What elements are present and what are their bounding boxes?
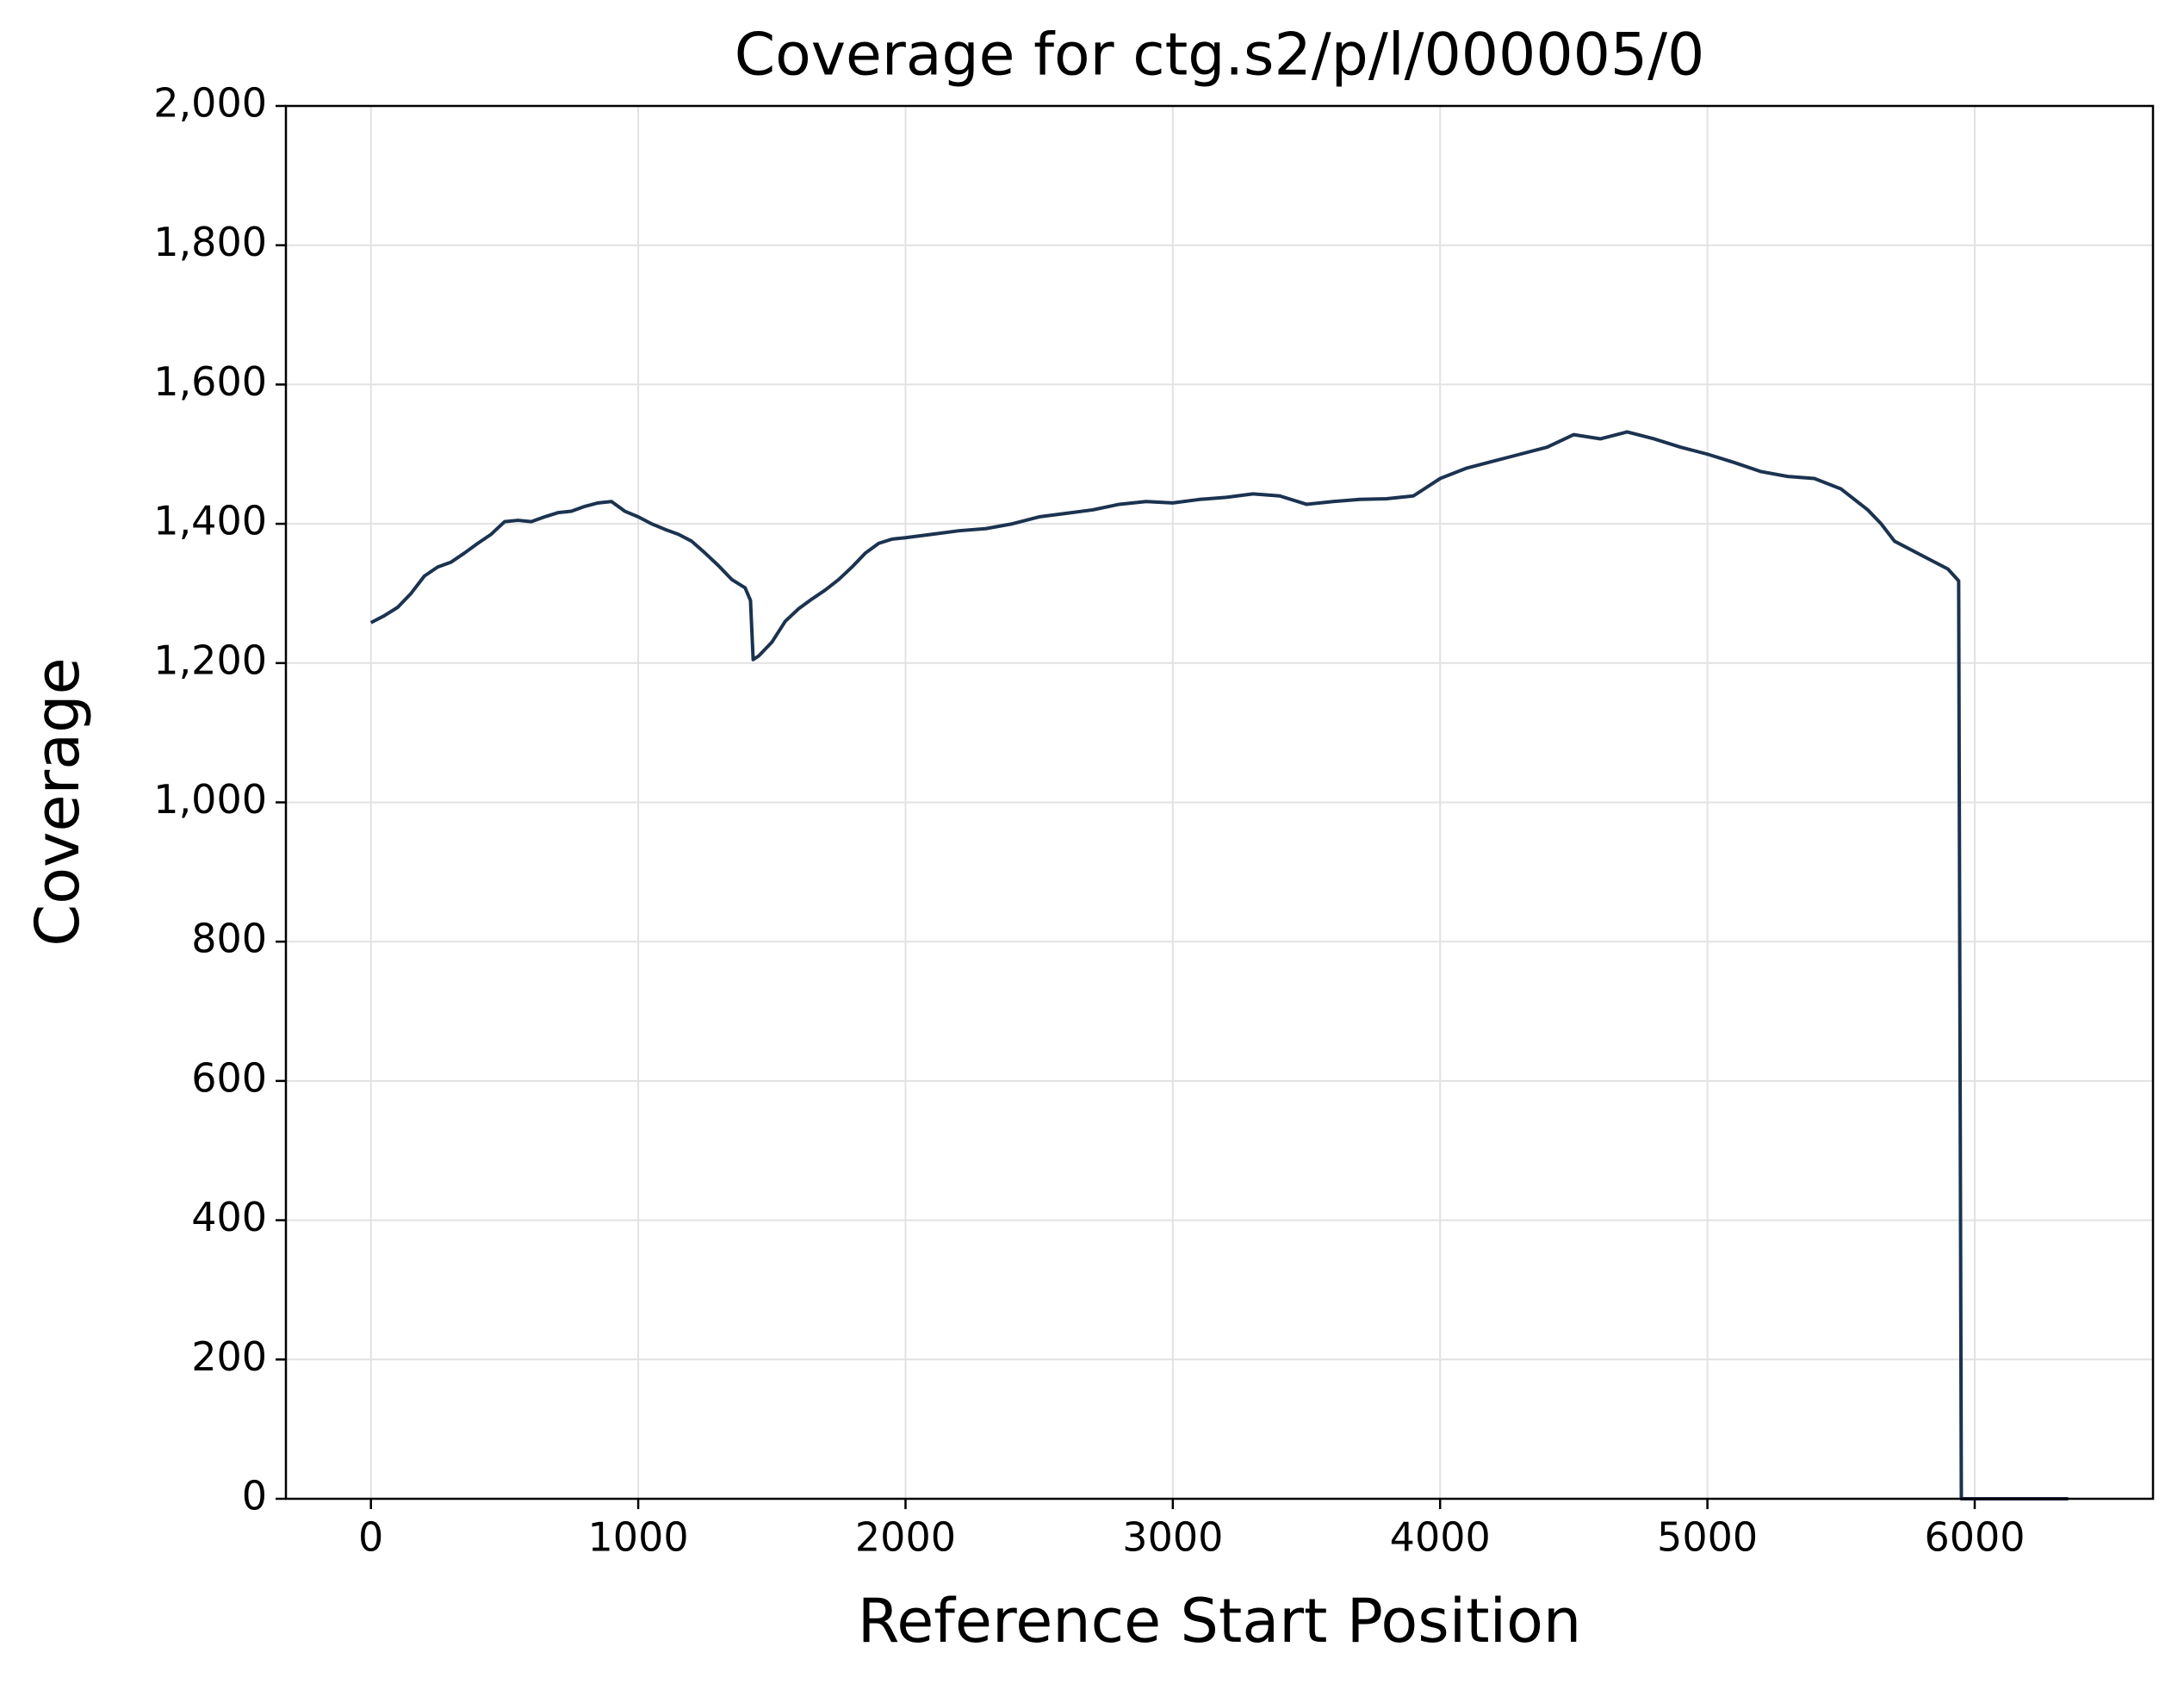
y-tick-label: 1,000 [153, 776, 267, 823]
data-line [369, 430, 2069, 1500]
x-tick-label: 0 [358, 1514, 383, 1561]
x-tick-label: 3000 [1122, 1514, 1223, 1561]
y-tick-label: 2,000 [153, 80, 267, 127]
y-tick-label: 1,600 [153, 358, 267, 405]
y-tick-label: 1,200 [153, 637, 267, 683]
y-tick-label: 400 [191, 1194, 267, 1240]
y-tick-label: 600 [191, 1054, 267, 1101]
y-tick-label: 1,800 [153, 219, 267, 265]
y-tick-label: 1,400 [153, 498, 267, 544]
x-tick-label: 4000 [1390, 1514, 1491, 1561]
x-tick-label: 2000 [855, 1514, 956, 1561]
chart-title: Coverage for ctg.s2/p/l/000005/0 [735, 22, 1705, 90]
x-axis-label: Reference Start Position [858, 1586, 1582, 1656]
y-tick-label: 800 [191, 916, 267, 962]
x-tick-label: 1000 [588, 1514, 689, 1561]
x-tick-label: 6000 [1924, 1514, 2025, 1561]
y-tick-label: 200 [191, 1333, 267, 1380]
plot-frame [284, 104, 2155, 1500]
y-axis-label: Coverage [22, 657, 93, 946]
x-tick-label: 5000 [1657, 1514, 1758, 1561]
y-tick-label: 0 [242, 1473, 267, 1519]
